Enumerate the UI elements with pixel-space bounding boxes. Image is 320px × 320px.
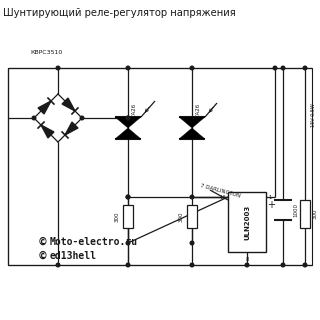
Circle shape [126,195,130,199]
Circle shape [245,263,249,267]
Text: 1000: 1000 [293,203,298,217]
Polygon shape [115,128,141,139]
Circle shape [303,66,307,70]
Polygon shape [65,122,78,135]
Polygon shape [62,98,75,111]
Text: 7 DARLINGTON: 7 DARLINGTON [200,183,241,198]
Polygon shape [179,128,205,139]
Text: Moto-electro.ru: Moto-electro.ru [50,237,138,247]
Circle shape [126,263,130,267]
Circle shape [80,116,84,120]
Text: 8: 8 [245,257,249,262]
Circle shape [32,116,36,120]
Circle shape [126,116,130,120]
Circle shape [281,66,285,70]
Circle shape [190,195,194,199]
Circle shape [281,263,285,267]
Polygon shape [115,117,141,128]
Circle shape [126,195,130,199]
Text: Шунтирующий реле-регулятор напряжения: Шунтирующий реле-регулятор напряжения [3,8,236,18]
Circle shape [56,66,60,70]
Text: 300: 300 [115,211,120,222]
Text: +: + [267,200,275,210]
Polygon shape [41,125,54,138]
Text: BTA26: BTA26 [195,103,200,120]
Circle shape [126,116,130,120]
Circle shape [190,66,194,70]
Circle shape [190,263,194,267]
Text: 300: 300 [313,209,318,219]
Text: ©: © [38,237,48,247]
Text: 300: 300 [179,211,184,222]
Bar [187,205,197,228]
Text: 16: 16 [219,195,226,199]
Bar [228,192,266,252]
Text: BTA26: BTA26 [131,103,136,120]
Circle shape [56,263,60,267]
Text: КВРС3510: КВРС3510 [30,50,62,55]
Text: ©: © [38,251,48,261]
Circle shape [303,263,307,267]
Text: ULN2003: ULN2003 [244,204,250,240]
Circle shape [273,66,277,70]
Bar [8,68,312,265]
Bar [300,200,310,228]
Circle shape [126,66,130,70]
Text: ed13hell: ed13hell [50,251,97,261]
Text: 15V 0,5W: 15V 0,5W [310,103,316,127]
Circle shape [126,241,130,245]
Circle shape [190,241,194,245]
Polygon shape [38,101,51,114]
Text: 1: 1 [268,195,271,199]
Polygon shape [179,117,205,128]
Bar [123,205,133,228]
